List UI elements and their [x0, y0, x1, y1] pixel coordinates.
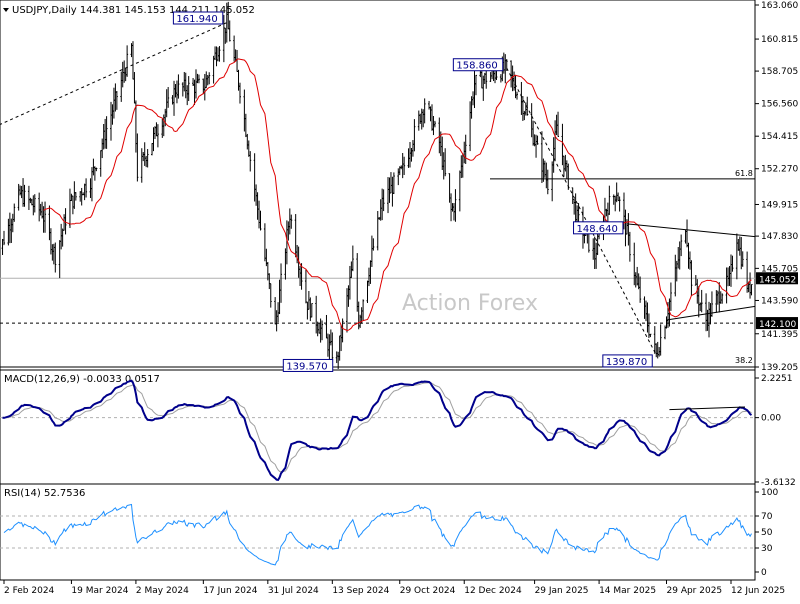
fib-label: 38.2: [735, 356, 753, 365]
rsi-axis: 100 70 50 30 0: [0, 488, 778, 578]
rsi-tick-label: 100: [761, 488, 778, 498]
price-tick-label: 147.830: [761, 232, 798, 242]
macd-axis: 2.2251 0.00 -3.6132: [0, 374, 796, 488]
price-tick-label: 143.590: [761, 296, 798, 306]
price-tick-label: 149.915: [761, 200, 798, 210]
price-tick-label: 158.705: [761, 67, 798, 77]
macd-tick-label: -3.6132: [761, 478, 796, 488]
time-tick-label: 13 Sep 2024: [332, 586, 389, 596]
triangle-lower-line: [666, 305, 756, 321]
time-tick-label: 17 Jun 2024: [203, 586, 257, 596]
price-annotation-label: 158.860: [456, 61, 497, 72]
support-badge: [756, 317, 798, 330]
time-axis: 2 Feb 2024 19 Mar 2024 2 May 2024 17 Jun 20…: [3, 580, 785, 596]
price-annotation-label: 139.570: [286, 361, 327, 372]
current-price-badge: [756, 272, 798, 285]
price-panel-frame: [0, 0, 756, 371]
price-annotation-label: 161.940: [176, 14, 217, 25]
macd-tick-label: 0.00: [761, 414, 781, 424]
collapse-arrow-icon[interactable]: [3, 8, 9, 12]
price-tick-label: 154.415: [761, 132, 798, 142]
price-tick-label: 163.060: [761, 1, 798, 11]
price-candles: [1, 1, 753, 369]
price-annotations: 161.940 158.860 148.640 139.570 139.870: [172, 11, 653, 372]
triangle-upper-line: [626, 223, 756, 238]
time-tick-label: 12 Dec 2024: [464, 586, 522, 596]
price-tick-label: 152.270: [761, 165, 798, 175]
price-annotation-box: [282, 358, 334, 372]
macd-signal-line: [2, 382, 752, 473]
price-annotation-label: 148.640: [577, 224, 618, 235]
rsi-tick-label: 70: [761, 512, 773, 522]
time-tick-label: 29 Jan 2025: [535, 586, 589, 596]
watermark: Action Forex: [402, 291, 538, 316]
macd-trendline: [669, 406, 746, 411]
time-tick-label: 12 Jun 2025: [731, 586, 785, 596]
current-price-label: 145.052: [759, 275, 796, 285]
fib-label: 61.8: [735, 169, 753, 178]
macd-line: [2, 379, 753, 481]
time-tick-label: 29 Oct 2024: [400, 586, 456, 596]
macd-title: MACD(12,26,9) -0.0033 0.0517: [4, 374, 160, 385]
price-annotation-box: [573, 221, 624, 235]
trendlines: [0, 22, 756, 356]
price-tick-label: 156.560: [761, 100, 798, 110]
price-annotation-box: [452, 58, 504, 72]
rsi-tick-label: 0: [761, 568, 767, 578]
rsi-line: [3, 503, 752, 566]
price-tick-label: 160.815: [761, 35, 798, 45]
moving-average-line: [43, 58, 752, 332]
price-annotation-label: 139.870: [606, 357, 647, 368]
price-tick-label: 141.395: [761, 330, 798, 340]
price-annotation-box: [602, 354, 653, 368]
dashed-uptrend: [0, 22, 227, 126]
price-axis: 163.060 160.815 158.705 156.560 154.415 152.2…: [0, 1, 798, 373]
rsi-tick-label: 50: [761, 528, 773, 538]
time-tick-label: 29 Apr 2025: [667, 586, 723, 596]
rsi-panel-frame: [0, 483, 756, 581]
time-tick-label: 2 Feb 2024: [4, 586, 55, 596]
price-tick-label: 139.205: [761, 363, 798, 373]
price-annotation-box: [172, 11, 224, 25]
time-tick-label: 14 Mar 2025: [599, 586, 656, 596]
time-tick-label: 19 Mar 2024: [71, 586, 128, 596]
rsi-title: RSI(14) 52.7536: [4, 488, 85, 499]
price-tick-label: 145.705: [761, 264, 798, 274]
time-tick-label: 31 Jul 2024: [268, 586, 319, 596]
time-tick-label: 2 May 2024: [136, 586, 189, 596]
symbol-info: USDJPY,Daily 144.381 145.153 144.211 145…: [12, 5, 255, 16]
support-label: 142.100: [759, 320, 796, 330]
macd-tick-label: 2.2251: [761, 374, 793, 384]
macd-panel-frame: [0, 369, 756, 485]
rsi-tick-label: 30: [761, 544, 773, 554]
